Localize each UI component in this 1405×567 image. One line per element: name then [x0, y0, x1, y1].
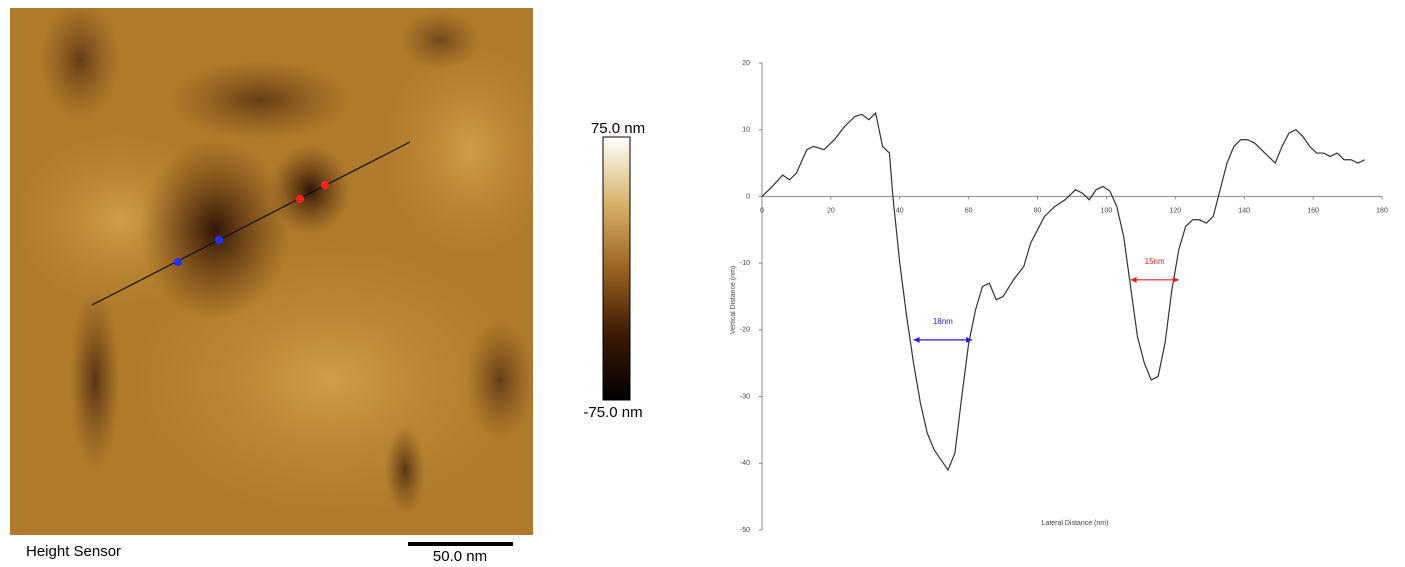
afm-image: [10, 0, 560, 535]
x-axis-title: Lateral Distance (nm): [1042, 520, 1109, 527]
y-tick-label: 10: [742, 127, 750, 134]
x-tick-label: 80: [1034, 207, 1042, 214]
scale-bar-label: 50.0 nm: [433, 548, 487, 565]
y-tick-label: -30: [740, 393, 750, 400]
profile-chart: Lateral Distance (nm) Vertical Distance …: [730, 60, 1388, 534]
annotation-label: 15nm: [1145, 257, 1165, 266]
y-tick-label: -50: [740, 527, 750, 534]
x-tick-label: 140: [1238, 207, 1250, 214]
y-axis-title: Vertical Distance (nm): [730, 266, 737, 334]
y-tick-label: 0: [746, 193, 750, 200]
y-tick-label: 20: [742, 60, 750, 67]
colorbar-min: -75.0 nm: [583, 404, 642, 421]
x-tick-label: 60: [965, 207, 973, 214]
figure: 75.0 nm -75.0 nm Height Sensor 50.0 nm L…: [0, 0, 1405, 567]
y-tick-label: -10: [740, 260, 750, 267]
y-tick-label: -40: [740, 460, 750, 467]
x-tick-label: 160: [1307, 207, 1319, 214]
x-tick-label: 0: [760, 207, 764, 214]
page: {"afm_image": {"label": "Height Sensor",…: [0, 0, 1405, 567]
colorbar: [603, 137, 630, 400]
x-tick-label: 100: [1101, 207, 1113, 214]
x-tick-label: 180: [1376, 207, 1388, 214]
x-tick-label: 40: [896, 207, 904, 214]
x-tick-label: 120: [1169, 207, 1181, 214]
image-label: Height Sensor: [26, 543, 121, 560]
profile-line: [762, 113, 1365, 470]
y-tick-label: -20: [740, 327, 750, 334]
annotation-label: 18nm: [933, 317, 953, 326]
colorbar-max: 75.0 nm: [591, 120, 645, 137]
x-tick-label: 20: [827, 207, 835, 214]
